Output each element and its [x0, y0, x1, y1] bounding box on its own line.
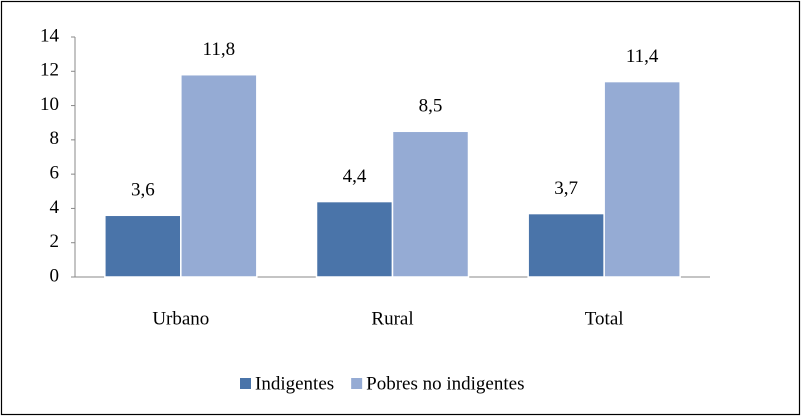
y-tick-label: 14: [40, 25, 60, 46]
value-label: 3,6: [131, 180, 155, 201]
value-label: 3,7: [554, 178, 578, 199]
bar: [315, 200, 394, 278]
legend-label: Pobres no indigentes: [366, 373, 524, 394]
legend-swatch: [351, 378, 363, 389]
bar: [603, 80, 681, 278]
bar: [391, 130, 470, 278]
x-tick-label: Urbano: [152, 308, 209, 329]
y-tick-label: 8: [50, 128, 60, 149]
y-tick-label: 4: [50, 197, 60, 218]
bar: [104, 214, 182, 278]
y-tick-label: 6: [50, 163, 60, 184]
bar: [527, 212, 605, 278]
y-tick-label: 12: [40, 60, 59, 81]
x-tick-label: Rural: [371, 308, 413, 329]
x-tick-label: Total: [585, 308, 624, 329]
value-label: 4,4: [343, 166, 367, 187]
legend-label: Indigentes: [255, 373, 334, 394]
value-label: 11,4: [626, 46, 659, 67]
y-tick-label: 10: [40, 94, 59, 115]
value-label: 11,8: [203, 39, 236, 60]
value-label: 8,5: [419, 96, 443, 117]
y-tick-label: 0: [50, 265, 60, 286]
bar: [180, 73, 258, 278]
y-tick-label: 2: [50, 231, 60, 252]
legend-swatch: [240, 378, 251, 389]
